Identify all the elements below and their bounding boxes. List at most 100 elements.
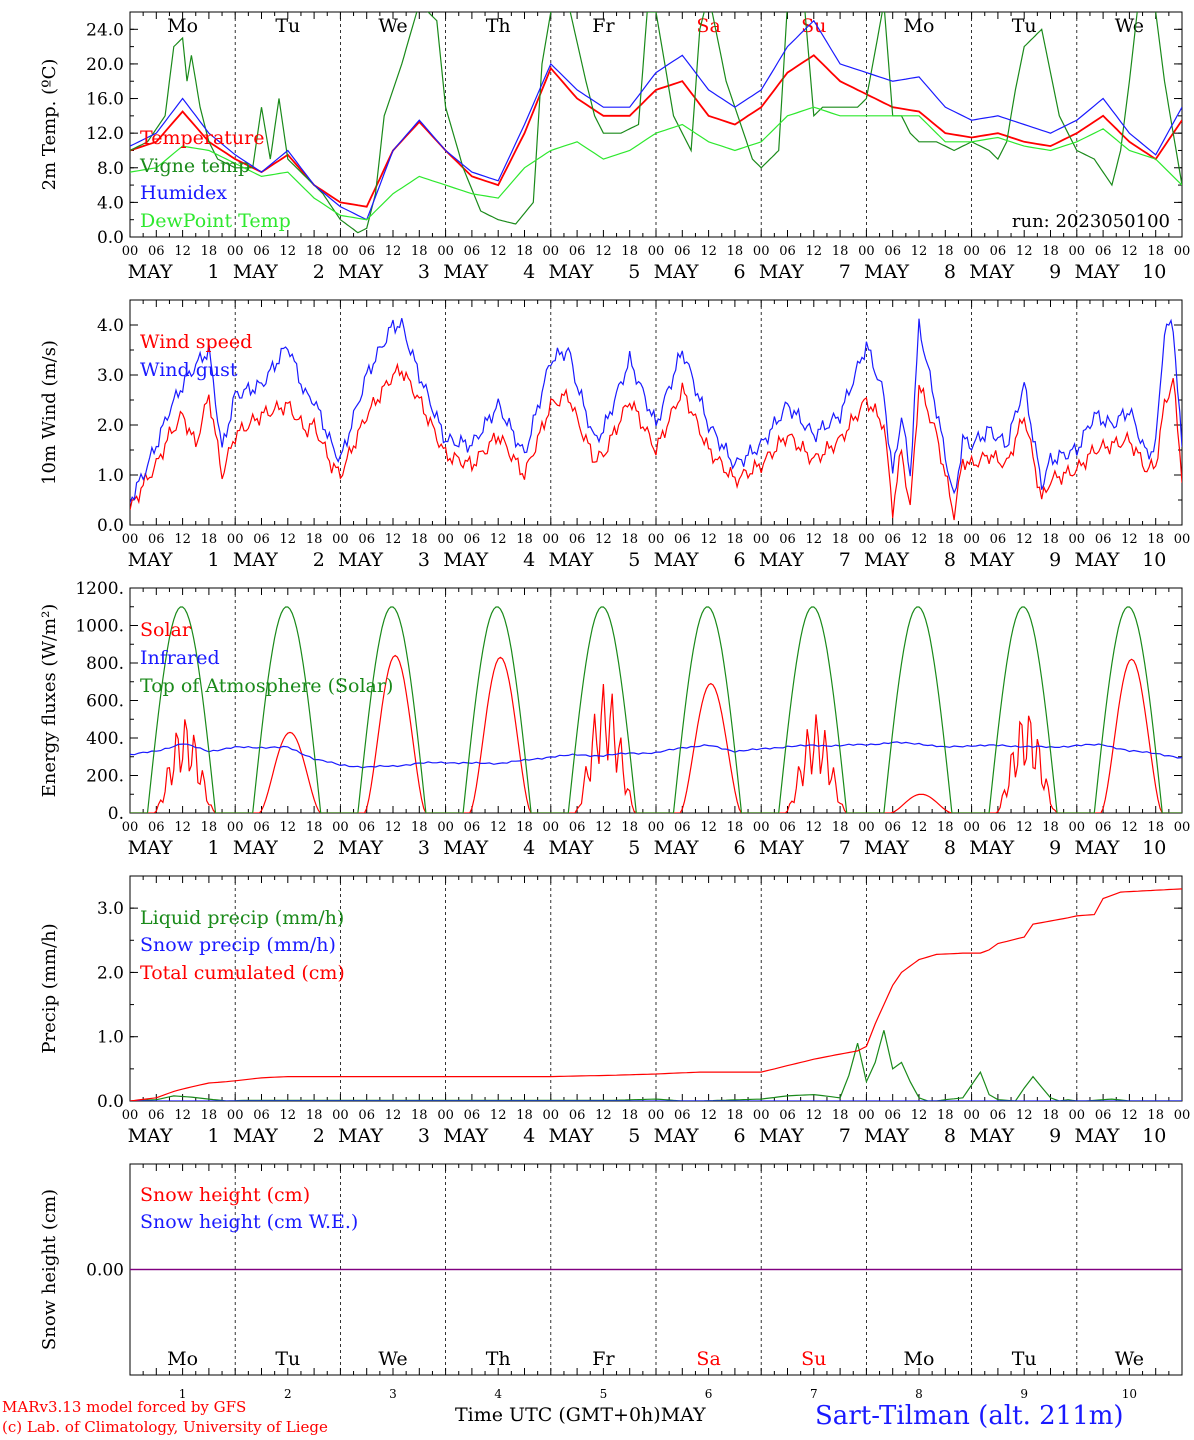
energy-hour-label: 18: [516, 820, 533, 835]
precip-hour-label: 18: [832, 1108, 849, 1123]
snow-date-label: 6: [705, 1387, 713, 1401]
energy-y-tick-label: 600.: [86, 692, 124, 712]
temperature-series-dewpoint-temp: [130, 106, 1182, 221]
snow-legend-snow-height-cm-: Snow height (cm): [140, 1184, 310, 1206]
temperature-date-label: 7: [839, 261, 851, 283]
precip-hour-label: 18: [1147, 1108, 1164, 1123]
wind-series-wind-gust: [130, 318, 1182, 504]
snow-legend-snow-height-cm-w-e-: Snow height (cm W.E.): [140, 1211, 358, 1233]
wind-legend-wind-gust: Wind gust: [140, 359, 238, 381]
wind-hour-label: 18: [621, 532, 638, 547]
wind-month-label: MAY: [759, 549, 804, 571]
energy-hour-label: 12: [595, 820, 612, 835]
temperature-hour-label: 18: [201, 244, 218, 259]
temperature-hour-label: 00: [963, 244, 980, 259]
energy-hour-label: 00: [332, 820, 349, 835]
snow-date-label: 10: [1122, 1387, 1137, 1401]
wind-hour-label: 06: [569, 532, 586, 547]
energy-legend-solar: Solar: [140, 619, 192, 641]
temperature-legend-vigne-temp: Vigne temp: [139, 155, 250, 177]
temperature-hour-label: 06: [569, 244, 586, 259]
precip-date-label: 1: [208, 1125, 220, 1147]
temperature-hour-label: 00: [858, 244, 875, 259]
footer-month: MAY: [660, 1404, 706, 1426]
energy-series-top-of-atmosphere-solar-: [130, 606, 1182, 813]
energy-hour-label: 12: [911, 820, 928, 835]
precip-date-label: 10: [1142, 1125, 1166, 1147]
precip-hour-label: 12: [280, 1108, 297, 1123]
day-label-we: We: [1115, 15, 1144, 37]
wind-date-label: 4: [523, 549, 535, 571]
wind-hour-label: 00: [963, 532, 980, 547]
precip-y-tick-label: 1.0: [97, 1028, 124, 1048]
wind-y-tick-label: 2.0: [97, 416, 124, 436]
temperature-series-temperature: [130, 54, 1182, 208]
precip-hour-label: 12: [1121, 1108, 1138, 1123]
wind-hour-label: 12: [1121, 532, 1138, 547]
day-label-sa: Sa: [696, 1348, 720, 1370]
precip-hour-label: 06: [569, 1108, 586, 1123]
precip-month-label: MAY: [548, 1125, 593, 1147]
wind-date-label: 2: [313, 549, 325, 571]
temperature-date-label: 4: [523, 261, 535, 283]
precip-hour-label: 12: [174, 1108, 191, 1123]
precip-hour-label: 12: [806, 1108, 823, 1123]
energy-hour-label: 18: [411, 820, 428, 835]
temperature-series-humidex: [130, 19, 1182, 221]
energy-date-label: 7: [839, 837, 851, 859]
temperature-hour-label: 06: [253, 244, 270, 259]
wind-hour-label: 00: [1174, 532, 1191, 547]
precip-hour-label: 12: [595, 1108, 612, 1123]
energy-hour-label: 00: [437, 820, 454, 835]
temperature-hour-label: 18: [1147, 244, 1164, 259]
energy-hour-label: 12: [385, 820, 402, 835]
temperature-hour-label: 12: [280, 244, 297, 259]
wind-hour-label: 18: [1147, 532, 1164, 547]
energy-hour-label: 00: [122, 820, 139, 835]
day-label-tu: Tu: [275, 1348, 300, 1370]
energy-month-label: MAY: [759, 837, 804, 859]
temperature-date-label: 2: [313, 261, 325, 283]
temperature-hour-label: 12: [1121, 244, 1138, 259]
precip-plot-area: [130, 888, 1182, 1101]
temperature-hour-label: 12: [490, 244, 507, 259]
wind-date-label: 5: [628, 549, 640, 571]
energy-hour-label: 00: [648, 820, 665, 835]
energy-y-tick-label: 1000.: [75, 617, 124, 637]
wind-hour-label: 00: [227, 532, 244, 547]
energy-hour-label: 12: [806, 820, 823, 835]
precip-legend-total-cumulated-cm-: Total cumulated (cm): [140, 962, 345, 984]
credit-line-2: (c) Lab. of Climatology, University of L…: [2, 1418, 328, 1436]
temperature-hour-label: 12: [806, 244, 823, 259]
wind-month-label: MAY: [969, 549, 1014, 571]
energy-hour-label: 18: [937, 820, 954, 835]
energy-hour-label: 00: [753, 820, 770, 835]
energy-series-solar: [130, 654, 1182, 813]
precip-hour-label: 18: [201, 1108, 218, 1123]
wind-hour-label: 12: [1016, 532, 1033, 547]
precip-date-label: 6: [734, 1125, 746, 1147]
energy-hour-label: 18: [1147, 820, 1164, 835]
temperature-month-label: MAY: [864, 261, 909, 283]
wind-hour-label: 06: [779, 532, 796, 547]
wind-month-label: MAY: [864, 549, 909, 571]
day-label-we: We: [378, 1348, 407, 1370]
precip-month-label: MAY: [128, 1125, 173, 1147]
precip-hour-label: 06: [464, 1108, 481, 1123]
precip-hour-label: 12: [911, 1108, 928, 1123]
wind-hour-label: 18: [937, 532, 954, 547]
day-label-th: Th: [486, 1348, 511, 1370]
temperature-hour-label: 06: [464, 244, 481, 259]
wind-month-label: MAY: [548, 549, 593, 571]
temperature-y-tick-label: 4.0: [97, 193, 124, 213]
temperature-y-axis-label: 2m Temp. (ºC): [39, 59, 60, 191]
precip-month-label: MAY: [969, 1125, 1014, 1147]
precip-month-label: MAY: [233, 1125, 278, 1147]
temperature-date-label: 10: [1142, 261, 1166, 283]
wind-month-label: MAY: [443, 549, 488, 571]
precip-hour-label: 18: [621, 1108, 638, 1123]
day-label-tu: Tu: [1012, 15, 1037, 37]
wind-month-label: MAY: [128, 549, 173, 571]
energy-hour-label: 06: [990, 820, 1007, 835]
energy-month-label: MAY: [443, 837, 488, 859]
